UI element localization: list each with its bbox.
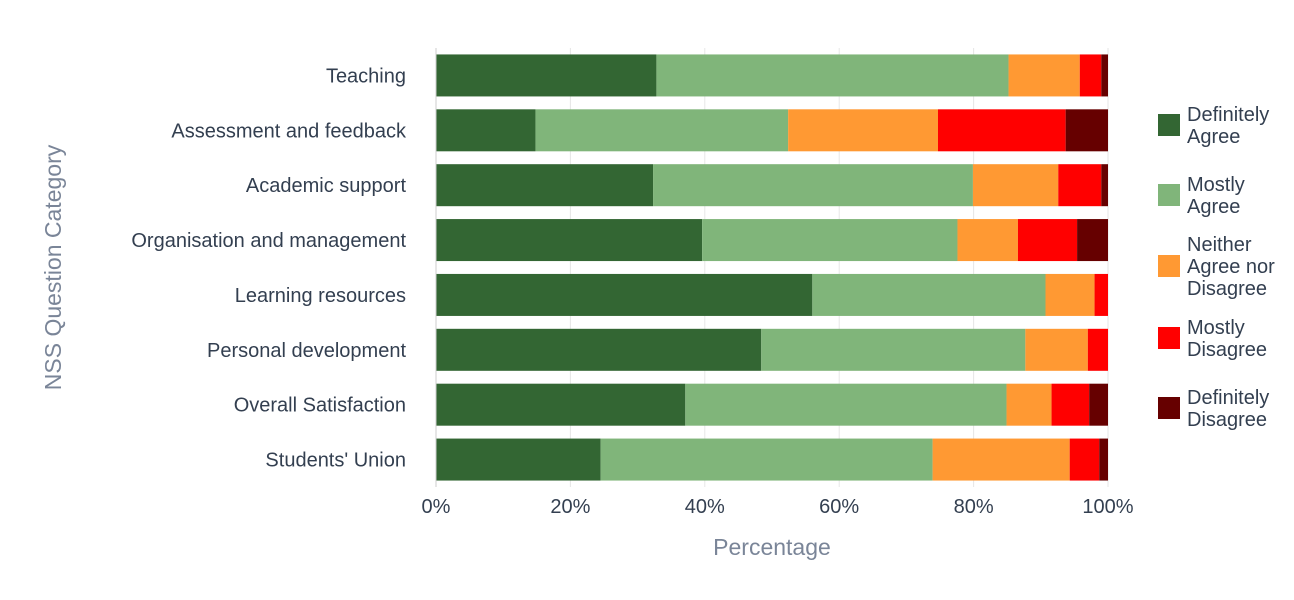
bar-segment xyxy=(436,54,657,97)
x-tick-label: 80% xyxy=(954,496,994,518)
bar-segment xyxy=(1045,273,1095,316)
bar-segment xyxy=(957,219,1018,262)
bar-segment xyxy=(1058,164,1102,207)
bar-segment xyxy=(600,438,933,481)
bar-segment xyxy=(436,109,536,152)
x-axis-title: Percentage xyxy=(713,534,831,560)
bar-segment xyxy=(937,109,1066,152)
bar-segment xyxy=(972,164,1059,207)
bar-segment xyxy=(788,109,938,152)
category-label: Assessment and feedback xyxy=(171,120,407,142)
category-labels: Teaching Assessment and feedback Academic … xyxy=(131,65,407,471)
bar-segment xyxy=(932,438,1070,481)
bar-segment xyxy=(1006,383,1052,426)
x-tick-label: 20% xyxy=(550,496,590,518)
bar-segment xyxy=(436,219,703,262)
category-label: Teaching xyxy=(326,65,406,87)
x-tick-label: 60% xyxy=(819,496,859,518)
category-label: Learning resources xyxy=(235,285,406,307)
bar-segment xyxy=(1099,438,1108,481)
bar-segment xyxy=(1017,219,1078,262)
legend-label: Agree nor xyxy=(1187,256,1275,278)
legend-swatch xyxy=(1158,114,1180,136)
category-label: Organisation and management xyxy=(131,230,406,252)
x-tick-labels: 0% 20% 40% 60% 80% 100% xyxy=(422,496,1134,518)
bar-segment xyxy=(1065,109,1108,152)
x-tick-label: 100% xyxy=(1082,496,1133,518)
bar-segment xyxy=(702,219,958,262)
bar-segment xyxy=(812,273,1046,316)
bar-segment xyxy=(1077,219,1108,262)
legend-label: Neither xyxy=(1187,234,1252,256)
bar-segment xyxy=(436,383,686,426)
bar-segment xyxy=(1051,383,1090,426)
bar-segment xyxy=(1079,54,1102,97)
bar-segment xyxy=(1101,54,1108,97)
bar-segment xyxy=(1089,383,1108,426)
bar-segment xyxy=(685,383,1007,426)
bar-segment xyxy=(761,328,1026,371)
y-axis-title: NSS Question Category xyxy=(40,144,66,390)
legend-swatch xyxy=(1158,397,1180,419)
bar-segment xyxy=(1069,438,1100,481)
bar-segment xyxy=(656,54,1009,97)
legend-label: Disagree xyxy=(1187,339,1267,361)
legend-label: Definitely xyxy=(1187,387,1269,409)
x-tick-label: 0% xyxy=(422,496,451,518)
legend-label: Mostly xyxy=(1187,174,1245,196)
legend-label: Mostly xyxy=(1187,317,1245,339)
legend-label: Agree xyxy=(1187,126,1240,148)
bar-segment xyxy=(436,438,601,481)
legend-label: Disagree xyxy=(1187,278,1267,300)
bar-segment xyxy=(436,164,654,207)
bar-segment xyxy=(653,164,973,207)
category-label: Academic support xyxy=(246,175,407,197)
category-label: Students' Union xyxy=(265,450,406,472)
legend-swatch xyxy=(1158,327,1180,349)
legend-label: Definitely xyxy=(1187,104,1269,126)
bar-segment xyxy=(1094,273,1108,316)
x-tick-label: 40% xyxy=(685,496,725,518)
legend-swatch xyxy=(1158,184,1180,206)
bar-segment xyxy=(1101,164,1108,207)
bar-segment xyxy=(1087,328,1108,371)
legend-swatch xyxy=(1158,255,1180,277)
bar-segment xyxy=(535,109,789,152)
bars xyxy=(436,54,1108,481)
bar-segment xyxy=(1025,328,1088,371)
category-label: Overall Satisfaction xyxy=(234,395,406,417)
legend-label: Disagree xyxy=(1187,409,1267,431)
category-label: Personal development xyxy=(207,340,406,362)
bar-segment xyxy=(1008,54,1080,97)
bar-segment xyxy=(436,328,762,371)
legend-label: Agree xyxy=(1187,196,1240,218)
bar-segment xyxy=(436,273,813,316)
